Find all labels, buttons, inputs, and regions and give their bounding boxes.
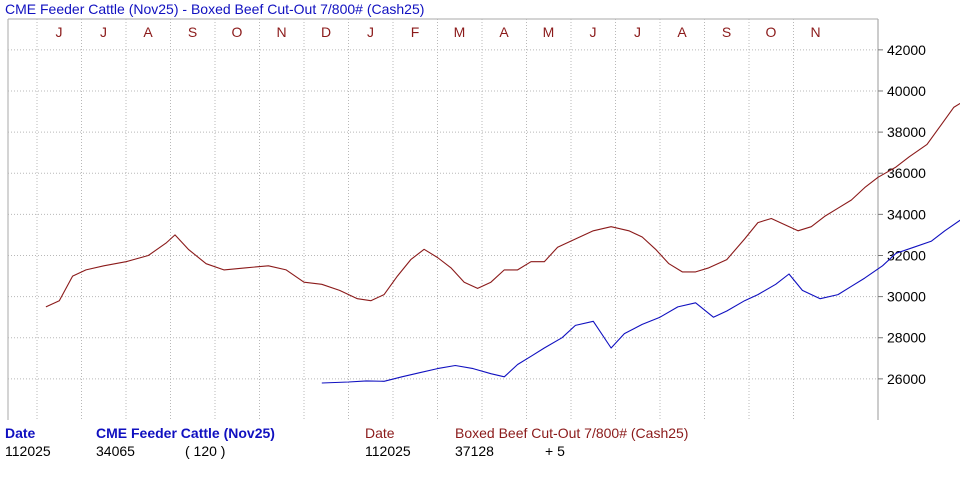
month-label: A (677, 24, 687, 40)
month-label: J (367, 24, 374, 40)
footer-change-right: + 5 (545, 443, 565, 459)
month-label: A (143, 24, 153, 40)
y-tick-label: 30000 (887, 289, 926, 305)
series-lines (45, 102, 960, 384)
footer-change-left: ( 120 ) (185, 443, 226, 459)
grid (7, 18, 879, 420)
month-label: S (188, 24, 197, 40)
month-label: O (766, 24, 777, 40)
axes: 26000 28000 30000 32000 34000 36000 38000 40000… (56, 24, 927, 387)
y-tick-label: 34000 (887, 206, 926, 222)
y-tick-label: 32000 (887, 247, 926, 263)
month-label: J (56, 24, 63, 40)
y-tick-label: 26000 (887, 371, 926, 387)
footer-date-right: 112025 (365, 443, 411, 459)
footer-series-label-left: CME Feeder Cattle (Nov25) (96, 425, 275, 441)
month-label: N (276, 24, 286, 40)
footer-date-label-right: Date (365, 425, 395, 441)
footer-value-left: 34065 (96, 443, 135, 459)
month-label: J (100, 24, 107, 40)
y-tick-label: 42000 (887, 42, 926, 58)
month-label: F (411, 24, 420, 40)
month-label: N (810, 24, 820, 40)
month-label: J (634, 24, 641, 40)
month-label: M (543, 24, 555, 40)
month-label: M (454, 24, 466, 40)
month-label: J (590, 24, 597, 40)
chart: 26000 28000 30000 32000 34000 36000 38000 40000… (7, 18, 960, 420)
y-tick-label: 36000 (887, 165, 926, 181)
month-label: D (321, 24, 331, 40)
month-label: O (232, 24, 243, 40)
chart-title: CME Feeder Cattle (Nov25) - Boxed Beef C… (5, 1, 425, 17)
series-line-feeder-cattle (321, 219, 960, 384)
y-tick-label: 28000 (887, 330, 926, 346)
footer-value-right: 37128 (455, 443, 494, 459)
footer-date-left: 112025 (5, 443, 51, 459)
series-line-boxed-beef (45, 102, 960, 308)
month-label: S (722, 24, 731, 40)
month-label: A (499, 24, 509, 40)
footer-series-label-right: Boxed Beef Cut-Out 7/800# (Cash25) (455, 425, 689, 441)
y-tick-label: 38000 (887, 124, 926, 140)
y-tick-label: 40000 (887, 83, 926, 99)
footer-date-label-left: Date (5, 425, 36, 441)
